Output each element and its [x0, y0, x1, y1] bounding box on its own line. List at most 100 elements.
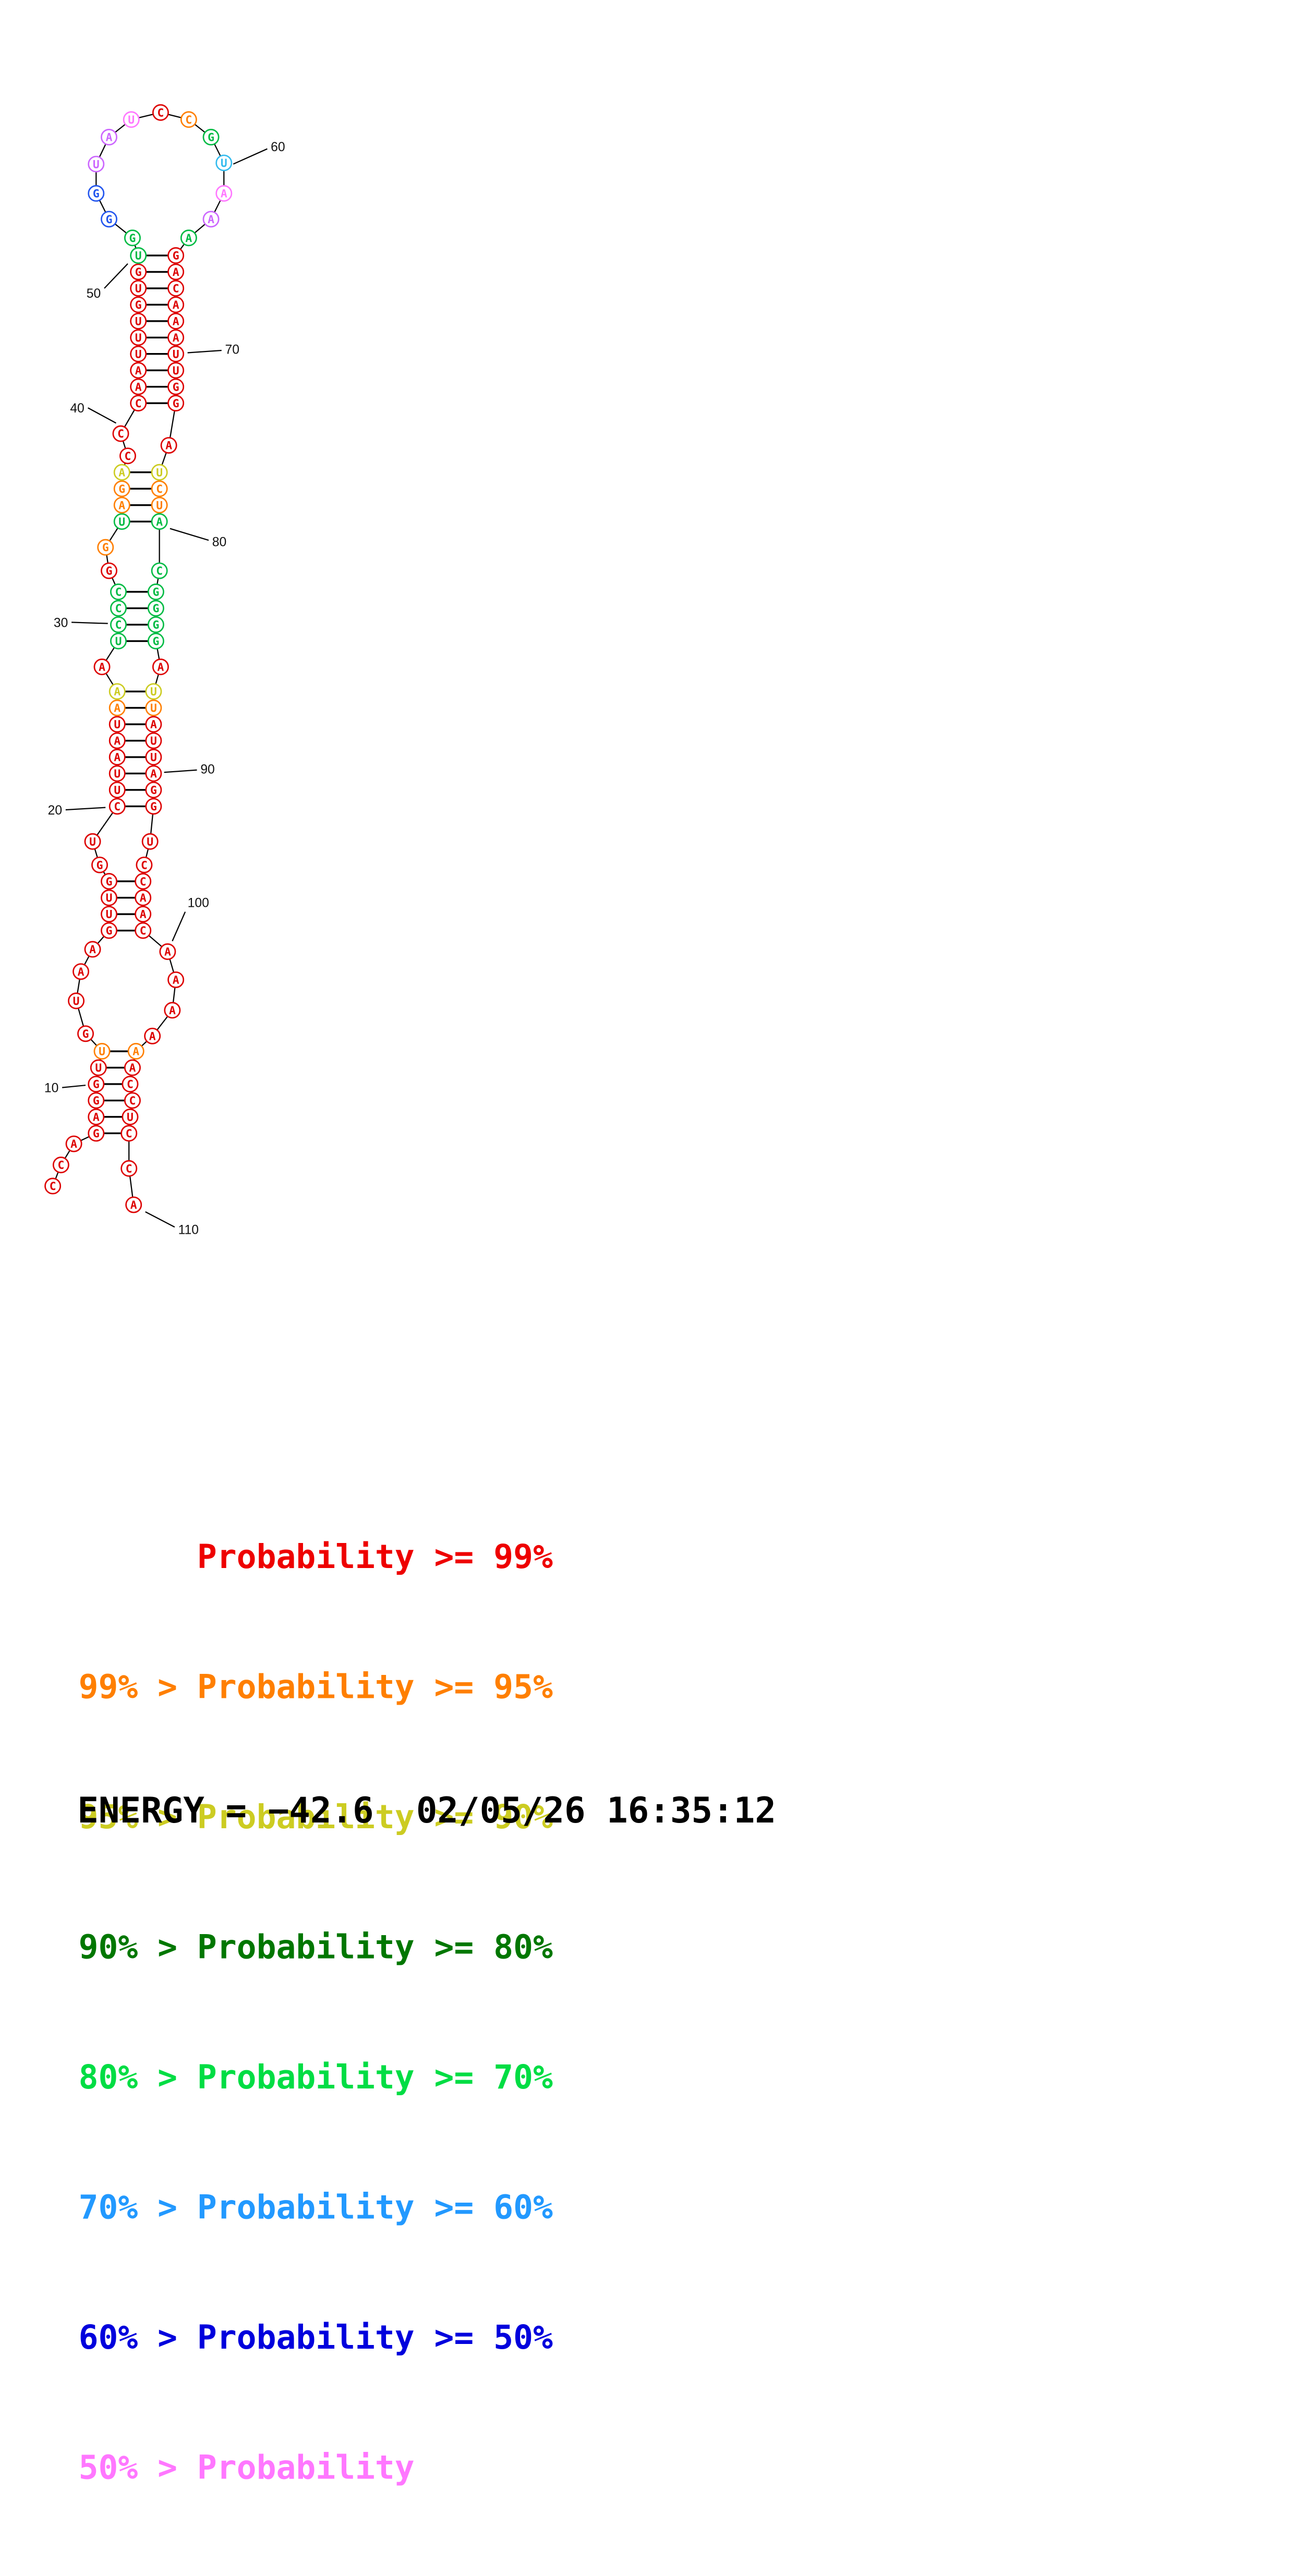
nucleotide-circle-64 [167, 247, 185, 264]
nucleotide-base-30: C [115, 619, 122, 632]
legend-row-95-99: 99% > Probability >= 95% [78, 1668, 553, 1707]
nucleotide-base-61: A [221, 187, 227, 200]
nucleotide-base-39: C [125, 450, 131, 463]
position-label-50: 50 [87, 287, 101, 301]
nucleotide-base-83: G [152, 635, 159, 648]
nucleotide-circle-34 [97, 539, 114, 556]
position-label-80: 80 [212, 535, 227, 549]
nucleotide-base-68: A [173, 315, 179, 328]
nucleotide-circle-93 [141, 833, 159, 850]
nucleotide-base-8: U [95, 1062, 102, 1075]
nucleotide-base-90: A [150, 768, 157, 781]
nucleotide-circle-30 [110, 616, 127, 633]
position-label-60: 60 [271, 140, 285, 154]
nucleotide-circle-60 [215, 154, 233, 172]
nucleotide-base-77: U [156, 499, 163, 512]
nucleotide-circle-2 [52, 1157, 69, 1173]
nucleotide-circle-91 [145, 781, 162, 798]
nucleotide-base-96: A [140, 892, 147, 905]
nucleotide-base-11: U [73, 995, 80, 1008]
nucleotide-base-82: G [152, 619, 159, 632]
nucleotide-circle-55 [101, 129, 117, 145]
nucleotide-circle-33 [101, 562, 117, 579]
nucleotide-circle-70 [167, 345, 185, 362]
nucleotide-base-51: G [129, 232, 136, 245]
nucleotide-base-101: A [169, 1004, 176, 1017]
nucleotide-base-98: C [140, 925, 147, 938]
nucleotide-base-33: G [106, 565, 113, 578]
label-leader-line [65, 807, 106, 811]
nucleotide-base-9: U [99, 1046, 105, 1059]
nucleotide-base-107: U [127, 1111, 134, 1124]
nucleotide-base-19: U [89, 835, 96, 848]
nucleotide-base-94: C [141, 859, 148, 872]
nucleotide-circle-27 [108, 683, 126, 700]
nucleotide-circle-59 [202, 129, 220, 145]
nucleotide-base-10: G [82, 1028, 89, 1041]
nucleotide-base-55: A [106, 131, 113, 144]
nucleotide-base-102: A [149, 1030, 156, 1043]
nucleotide-base-76: C [156, 483, 163, 496]
nucleotide-circle-56 [123, 111, 140, 128]
nucleotide-base-50: U [135, 250, 142, 263]
nucleotide-base-54: U [93, 158, 100, 171]
nucleotide-base-21: U [114, 784, 120, 797]
nucleotide-circle-62 [202, 211, 220, 228]
nucleotide-base-1: C [50, 1180, 56, 1193]
nucleotide-circle-106 [124, 1092, 141, 1109]
nucleotide-circle-5 [88, 1108, 105, 1125]
nucleotide-base-109: C [126, 1162, 132, 1175]
nucleotide-circle-40 [112, 425, 129, 442]
nucleotide-circle-82 [147, 616, 164, 633]
nucleotide-base-86: U [150, 702, 157, 715]
nucleotide-base-14: G [106, 925, 113, 938]
legend-row-60-70: 70% > Probability >= 60% [78, 2188, 553, 2227]
nucleotide-base-37: G [118, 483, 125, 496]
label-leader-line [104, 263, 128, 289]
nucleotide-circle-78 [151, 513, 168, 530]
nucleotide-base-62: A [208, 213, 214, 226]
legend-row-80-90: 90% > Probability >= 80% [78, 1928, 553, 1967]
nucleotide-base-5: A [93, 1111, 100, 1124]
nucleotide-circle-9 [93, 1043, 111, 1060]
nucleotide-circle-95 [135, 873, 152, 890]
nucleotide-base-31: C [115, 602, 122, 615]
nucleotide-base-49: G [135, 266, 142, 279]
nucleotide-base-93: U [147, 835, 153, 848]
nucleotide-base-15: U [106, 908, 113, 921]
nucleotide-circle-107 [122, 1108, 139, 1125]
nucleotide-base-66: C [173, 283, 179, 296]
nucleotide-base-106: C [129, 1095, 136, 1108]
nucleotide-circle-36 [113, 496, 130, 514]
nucleotide-circle-103 [127, 1043, 144, 1060]
nucleotide-base-46: U [135, 315, 142, 328]
nucleotide-base-38: A [118, 466, 125, 479]
nucleotide-base-42: A [135, 381, 142, 394]
nucleotide-circle-72 [167, 378, 185, 395]
nucleotide-circle-15 [101, 906, 117, 923]
nucleotide-base-79: C [156, 565, 163, 578]
nucleotide-circle-109 [120, 1160, 138, 1177]
nucleotide-base-6: G [93, 1095, 100, 1108]
label-leader-line [187, 349, 222, 354]
nucleotide-circle-7 [88, 1075, 105, 1092]
nucleotide-circle-4 [88, 1125, 105, 1142]
nucleotide-base-40: C [117, 428, 124, 441]
nucleotide-circle-25 [108, 715, 126, 733]
nucleotide-circle-3 [65, 1135, 82, 1152]
nucleotide-base-64: G [173, 250, 179, 263]
nucleotide-base-91: G [150, 784, 157, 797]
label-leader-line [170, 528, 209, 541]
nucleotide-base-18: G [96, 859, 103, 872]
position-labels: 10 20 30 40 50 60 70 80 90 100 110 [44, 140, 285, 1237]
position-label-20: 20 [48, 804, 63, 818]
nucleotide-circle-53 [88, 185, 105, 202]
nucleotide-circle-16 [101, 889, 117, 906]
nucleotide-base-45: U [135, 332, 142, 345]
nucleotide-base-24: A [114, 735, 120, 748]
nucleotide-circle-49 [130, 263, 147, 281]
nucleotide-circle-31 [110, 600, 127, 617]
nucleotide-circle-69 [167, 329, 185, 346]
nucleotide-base-53: G [93, 187, 100, 200]
nucleotide-circle-105 [122, 1075, 139, 1092]
